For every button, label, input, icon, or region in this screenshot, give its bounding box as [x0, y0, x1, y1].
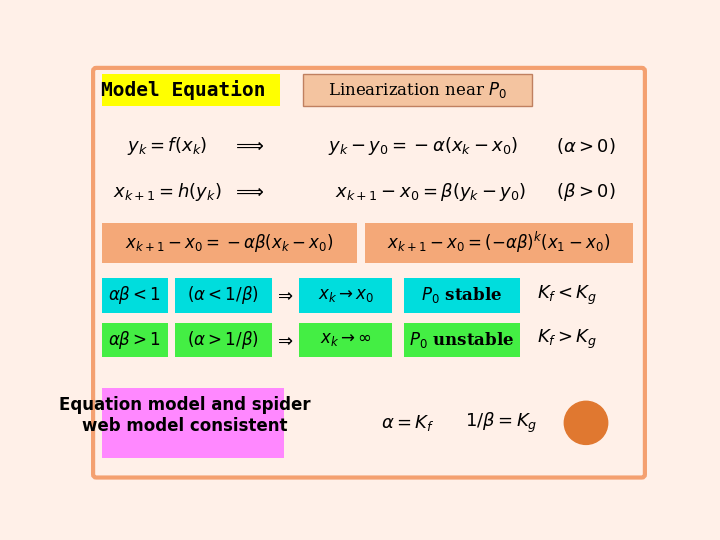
- Text: $(\alpha > 1/\beta)$: $(\alpha > 1/\beta)$: [187, 329, 259, 350]
- Bar: [102, 222, 357, 262]
- Bar: [365, 222, 632, 262]
- Bar: [300, 278, 392, 313]
- Text: $1/ \beta = K_g$: $1/ \beta = K_g$: [464, 411, 537, 435]
- Text: $x_{k+1} - x_0 = \beta(y_k - y_0)$: $x_{k+1} - x_0 = \beta(y_k - y_0)$: [336, 181, 527, 203]
- Text: $P_0$ unstable: $P_0$ unstable: [409, 330, 515, 350]
- Text: $\alpha = K_f$: $\alpha = K_f$: [381, 413, 435, 433]
- Text: $(\alpha > 0)$: $(\alpha > 0)$: [556, 136, 616, 156]
- Text: $\Rightarrow$: $\Rightarrow$: [274, 286, 294, 304]
- Bar: [102, 323, 168, 357]
- Text: $x_k \rightarrow x_0$: $x_k \rightarrow x_0$: [318, 287, 374, 303]
- Bar: [303, 74, 532, 106]
- Bar: [404, 278, 520, 313]
- Text: $y_k - y_0 = -\alpha(x_k - x_0)$: $y_k - y_0 = -\alpha(x_k - x_0)$: [328, 134, 518, 157]
- Text: $P_0$ stable: $P_0$ stable: [421, 285, 503, 305]
- Text: $K_f < K_g$: $K_f < K_g$: [536, 284, 597, 307]
- Text: $x_{k+1} = h(y_k)$: $x_{k+1} = h(y_k)$: [113, 181, 222, 203]
- Text: $x_{k+1} - x_0 = (-\alpha\beta)^k(x_1 - x_0)$: $x_{k+1} - x_0 = (-\alpha\beta)^k(x_1 - …: [387, 230, 610, 255]
- FancyBboxPatch shape: [93, 68, 645, 477]
- Text: $\Longrightarrow$: $\Longrightarrow$: [233, 137, 265, 154]
- Bar: [404, 323, 520, 357]
- Circle shape: [564, 401, 608, 444]
- Text: Linearization near $P_0$: Linearization near $P_0$: [328, 80, 507, 100]
- Bar: [102, 278, 168, 313]
- Text: $\Longrightarrow$: $\Longrightarrow$: [233, 183, 265, 201]
- Text: $y_k = f(x_k)$: $y_k = f(x_k)$: [127, 134, 207, 157]
- Text: Model Equation: Model Equation: [101, 80, 265, 100]
- Text: $\Rightarrow$: $\Rightarrow$: [274, 330, 294, 349]
- Text: $(\alpha < 1/\beta)$: $(\alpha < 1/\beta)$: [187, 284, 259, 306]
- Text: $x_k \rightarrow \infty$: $x_k \rightarrow \infty$: [320, 331, 372, 348]
- Bar: [175, 323, 272, 357]
- Text: $x_{k+1} - x_0 = -\alpha\beta(x_k - x_0)$: $x_{k+1} - x_0 = -\alpha\beta(x_k - x_0)…: [125, 232, 334, 254]
- Bar: [102, 74, 280, 106]
- Text: $\alpha\beta > 1$: $\alpha\beta > 1$: [107, 329, 161, 350]
- Text: Equation model and spider
web model consistent: Equation model and spider web model cons…: [59, 396, 310, 435]
- Bar: [175, 278, 272, 313]
- Text: $(\beta > 0)$: $(\beta > 0)$: [557, 181, 616, 203]
- Text: $\alpha\beta < 1$: $\alpha\beta < 1$: [107, 284, 161, 306]
- Bar: [102, 388, 284, 457]
- Bar: [300, 323, 392, 357]
- Text: $K_f > K_g$: $K_f > K_g$: [536, 328, 597, 352]
